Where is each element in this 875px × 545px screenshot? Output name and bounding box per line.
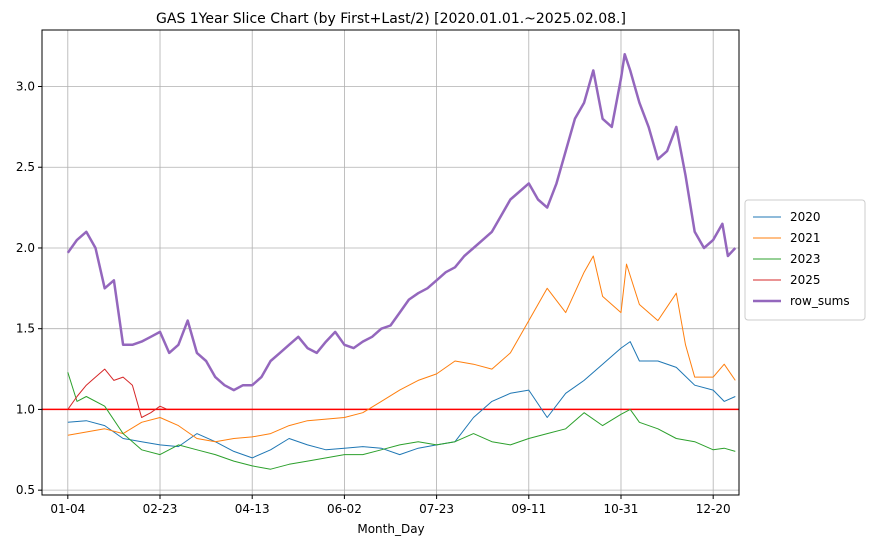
x-tick-label: 10-31	[604, 502, 639, 516]
legend: 2020 2021 2023 2025 row_sums	[744, 199, 866, 321]
legend-label: 2023	[790, 252, 821, 266]
series-line-2021	[67, 255, 736, 443]
series-line-row_sums	[66, 52, 737, 392]
series-line-2025	[67, 368, 168, 418]
series-line-2023	[67, 372, 736, 470]
y-axis-ticks: 0.5 1.0 1.5 2.0 2.5 3.0	[16, 80, 42, 497]
y-tick-label: 3.0	[16, 80, 35, 94]
y-tick-label: 2.0	[16, 241, 35, 255]
x-tick-label: 02-23	[143, 502, 178, 516]
x-tick-label: 12-20	[696, 502, 731, 516]
legend-label: 2021	[790, 231, 821, 245]
grid-lines	[42, 30, 739, 495]
x-tick-label: 09-11	[511, 502, 546, 516]
legend-box	[744, 199, 866, 321]
series-lines	[66, 52, 737, 470]
y-tick-label: 1.5	[16, 322, 35, 336]
x-axis-label: Month_Day	[357, 522, 424, 536]
plot-frame	[41, 29, 740, 496]
y-tick-label: 1.0	[16, 402, 35, 416]
y-tick-label: 2.5	[16, 160, 35, 174]
x-tick-label: 07-23	[419, 502, 454, 516]
x-tick-label: 04-13	[235, 502, 270, 516]
x-tick-label: 06-02	[327, 502, 362, 516]
series-line-2020	[67, 341, 736, 459]
chart-title: GAS 1Year Slice Chart (by First+Last/2) …	[156, 11, 626, 27]
legend-label: 2020	[790, 210, 821, 224]
x-tick-label: 01-04	[50, 502, 85, 516]
legend-label: row_sums	[790, 294, 850, 308]
y-tick-label: 0.5	[16, 483, 35, 497]
x-axis-ticks: 01-04 02-23 04-13 06-02 07-23 09-11 10-31 12-20	[50, 495, 731, 516]
legend-label: 2025	[790, 273, 821, 287]
